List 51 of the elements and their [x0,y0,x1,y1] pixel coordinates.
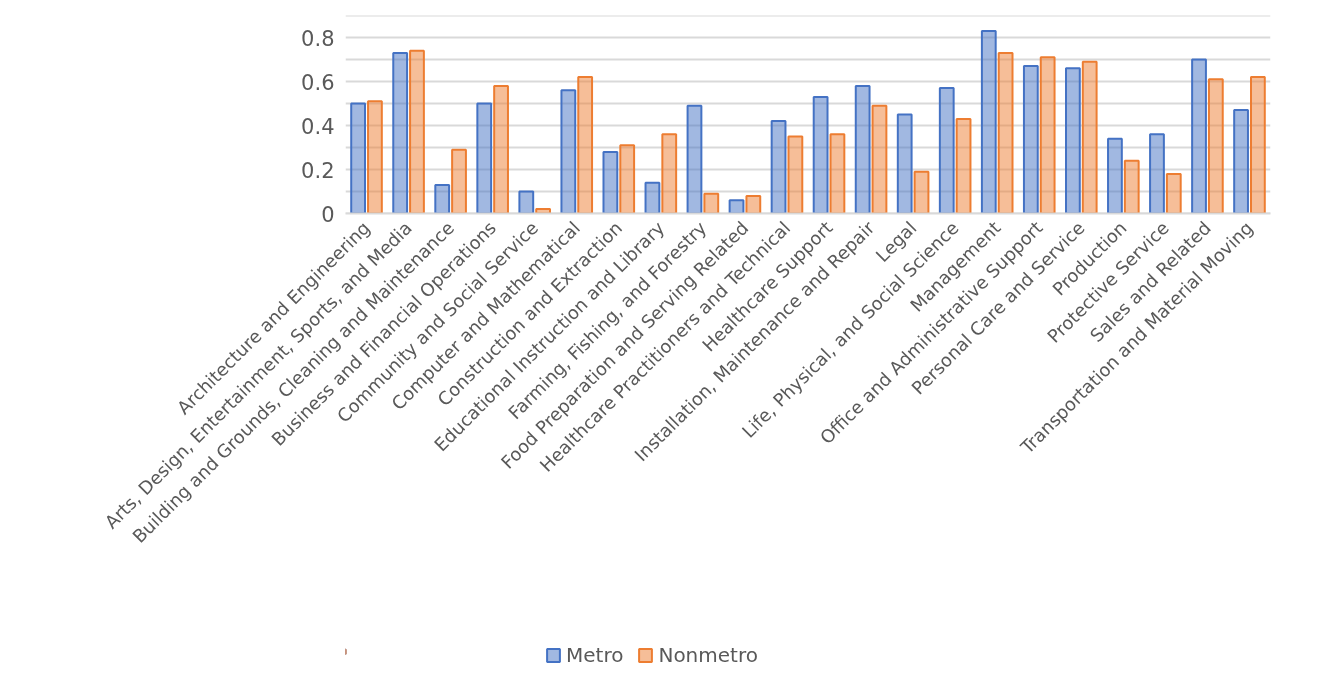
bar [1081,60,1098,214]
bar [350,102,367,214]
bar [1039,56,1056,214]
bar [812,95,829,214]
y-tick-label: 0.4 [301,114,335,139]
bar [644,181,661,214]
bar [871,104,888,214]
bar [913,170,930,214]
y-tick-label: 0 [321,202,335,227]
bar [686,104,703,214]
bar [493,84,509,214]
bar [703,192,720,214]
bar [367,100,383,214]
bar [409,49,425,214]
bar [602,150,619,214]
bar [896,113,913,214]
bar [560,89,577,214]
bar [938,87,955,214]
bar [1207,78,1224,214]
bar [1149,133,1165,214]
bar [955,117,972,214]
bar [661,133,678,214]
bar [997,51,1014,214]
bar [1123,159,1140,214]
bar [728,199,745,214]
y-tick-label: 0.2 [301,158,335,183]
bar [980,29,997,214]
bar [1165,172,1182,214]
bar [1249,76,1266,214]
bar [518,190,535,214]
y-tick-label: 0.6 [301,70,335,95]
bar [1191,58,1207,214]
bar [1022,65,1039,214]
bar [1107,137,1123,214]
bar [854,84,871,214]
bar [451,148,467,214]
y-tick-label: 0.8 [301,26,335,51]
bar [770,120,787,214]
bar [434,183,451,214]
bar [829,133,846,214]
bar [392,51,409,214]
bar [577,76,594,214]
bar [535,208,552,214]
legend-label: Metro [566,643,624,667]
bar [745,194,762,214]
bar [619,144,636,214]
bar [1064,67,1081,214]
bar [476,102,493,214]
legend-label: Nonmetro [658,643,758,667]
bar [787,135,804,214]
bar [1233,109,1249,214]
